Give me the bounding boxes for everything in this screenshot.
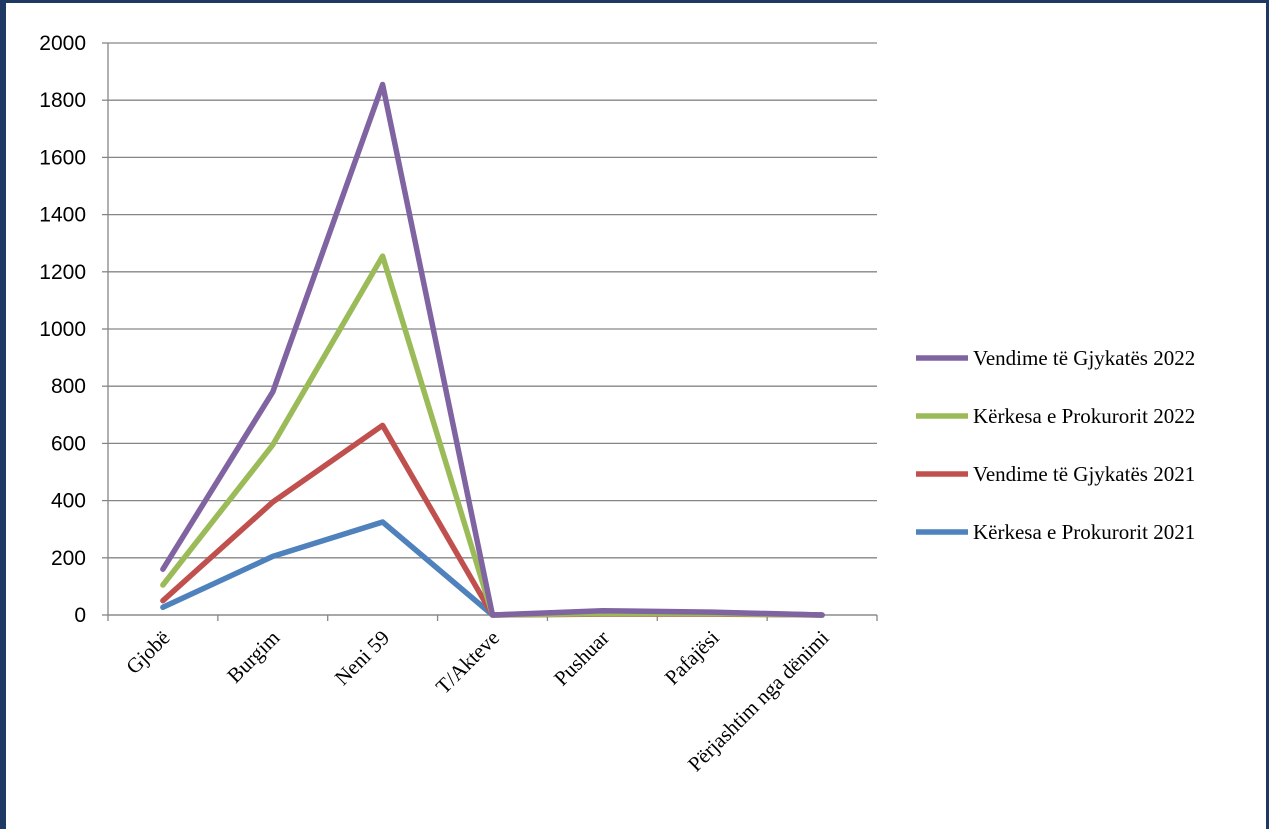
- legend-label: Vendime të Gjykatës 2022: [973, 346, 1195, 370]
- x-tick-label: Pafajësi: [660, 625, 724, 689]
- x-tick-label: Burgim: [222, 626, 284, 688]
- x-tick-label: Pushuar: [549, 626, 614, 691]
- series-line-vendime-te-gjykates-2021: [160, 422, 825, 618]
- legend-label: Kërkesa e Prokurorit 2021: [973, 520, 1195, 544]
- series-line-vendime-te-gjykates-2022: [160, 81, 825, 618]
- y-tick-label: 0: [74, 604, 86, 627]
- y-tick-label: 400: [51, 490, 86, 513]
- legend-label: Kërkesa e Prokurorit 2022: [973, 404, 1195, 428]
- series-line-kerkesa-e-prokurorit-2021: [160, 519, 825, 618]
- legend-label: Vendime të Gjykatës 2021: [973, 462, 1195, 486]
- y-tick-label: 2000: [39, 32, 86, 55]
- x-tick-label: Gjobë: [121, 626, 174, 679]
- y-tick-label: 1600: [39, 146, 86, 169]
- y-tick-label: 800: [51, 375, 86, 398]
- y-tick-label: 1000: [39, 318, 86, 341]
- line-chart: 0 200 400 600 800 1000 1200 1400 1600 1800 2000 Gj…: [39, 32, 1195, 776]
- x-axis: Gjobë Burgim Neni 59 T/Akteve Pushuar Pafajës…: [107, 614, 878, 776]
- series-lines: [160, 81, 825, 618]
- legend: Vendime të Gjykatës 2022 Kërkesa e Prokur…: [916, 346, 1195, 544]
- y-tick-label: 200: [51, 547, 86, 570]
- gridlines: [108, 42, 877, 616]
- y-tick-label: 1800: [39, 89, 86, 112]
- x-tick-label: Neni 59: [330, 626, 394, 690]
- y-tick-label: 1400: [39, 204, 86, 227]
- y-tick-label: 1200: [39, 261, 86, 284]
- y-tick-label: 600: [51, 432, 86, 455]
- x-tick-label: T/Akteve: [431, 626, 504, 699]
- y-axis: 0 200 400 600 800 1000 1200 1400 1600 1800 2000: [39, 32, 109, 627]
